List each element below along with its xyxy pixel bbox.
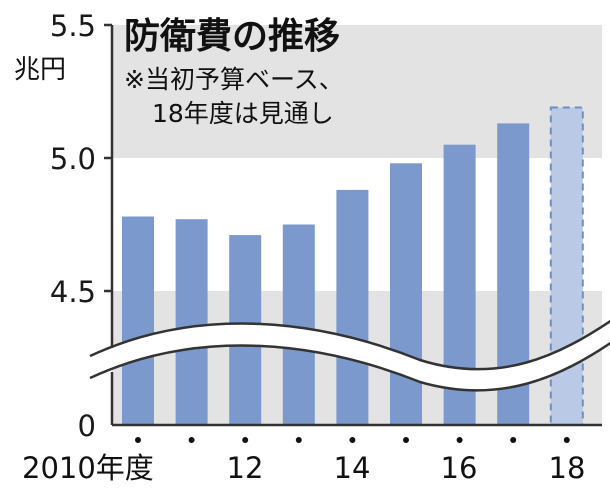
axis-break-line-top — [89, 319, 610, 371]
x-tick-label: 18 — [549, 451, 586, 485]
y-unit-label: 兆円 — [14, 55, 66, 85]
x-tick-dots — [135, 437, 570, 443]
x-tick-label: 2010年度 — [22, 451, 154, 485]
axis-break-wave — [90, 321, 610, 391]
x-tick-label: 16 — [441, 451, 478, 485]
bar-2011 — [175, 219, 208, 425]
bar-2015 — [390, 163, 422, 426]
x-tick-dot — [510, 437, 517, 443]
chart-note-line1: ※当初予算ベース、 — [124, 65, 344, 94]
chart-title: 防衛費の推移 — [124, 16, 340, 57]
y-tick-label: 4.5 — [50, 275, 96, 309]
x-tick-dot — [456, 437, 463, 443]
x-tick-dot — [135, 437, 141, 443]
x-tick-dot — [188, 437, 195, 443]
bar-2018 — [549, 106, 584, 426]
bar-2013 — [282, 224, 315, 425]
chart-note-line2: 18年度は見通し — [152, 99, 334, 128]
x-tick-dot — [403, 437, 409, 443]
y-tick-label: 5.5 — [50, 9, 96, 43]
x-tick-dot — [563, 437, 570, 443]
x-tick-label: 12 — [227, 451, 264, 485]
x-tick-dot — [295, 437, 302, 443]
x-tick-label: 14 — [334, 451, 371, 485]
y-tick-label: 0 — [78, 409, 96, 443]
x-tick-dot — [242, 437, 249, 443]
bar-2014 — [336, 189, 369, 425]
y-tick-label: 5.0 — [50, 142, 96, 176]
x-tick-dot — [349, 437, 356, 443]
bar-2010 — [122, 216, 154, 425]
axis-break-line-bottom — [89, 341, 610, 392]
